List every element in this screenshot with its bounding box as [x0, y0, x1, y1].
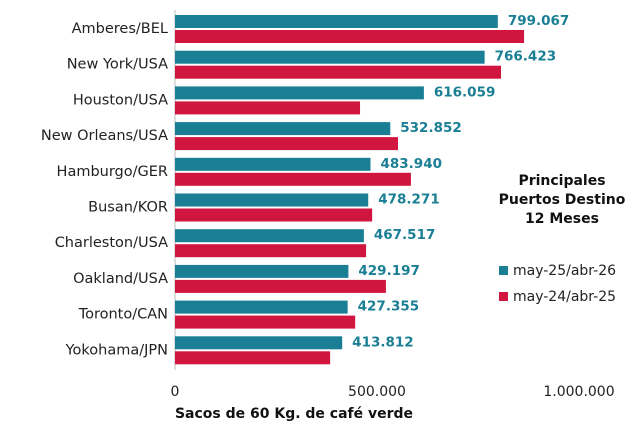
data-label: 799.067	[508, 13, 570, 29]
data-label: 427.355	[358, 299, 420, 315]
data-label: 616.059	[434, 84, 496, 100]
bar	[175, 336, 343, 350]
y-tick-label: Charleston/USA	[55, 235, 168, 251]
data-label: 478.271	[378, 192, 440, 208]
y-tick-label: Amberes/BEL	[72, 21, 168, 37]
bar	[175, 229, 364, 243]
bar	[175, 86, 424, 100]
x-axis-title: Sacos de 60 Kg. de café verde	[175, 406, 413, 422]
data-label: 413.812	[352, 334, 414, 350]
y-tick-label: Hamburgo/GER	[57, 164, 168, 180]
bar	[175, 15, 498, 28]
bar	[175, 279, 386, 293]
bar	[175, 137, 399, 151]
bar	[175, 65, 502, 79]
legend-swatch	[499, 292, 508, 301]
bar	[175, 244, 367, 258]
legend-swatch	[499, 266, 508, 275]
bar	[175, 122, 391, 136]
bar	[175, 101, 361, 115]
y-tick-label: Yokohama/JPN	[65, 342, 168, 358]
data-label: 429.197	[358, 263, 420, 279]
bar	[175, 208, 373, 222]
data-label: 532.852	[400, 120, 462, 136]
x-tick-label: 500.000	[348, 384, 406, 400]
y-tick-label: Oakland/USA	[73, 271, 168, 287]
y-tick-label: New York/USA	[67, 57, 168, 73]
bar	[175, 193, 369, 207]
bar	[175, 300, 348, 314]
x-tick-label: 1.000.000	[543, 384, 614, 400]
bar	[175, 157, 371, 171]
data-label: 483.940	[381, 156, 443, 172]
legend-label: may-25/abr-26	[513, 263, 616, 279]
data-label: 467.517	[374, 227, 436, 243]
y-tick-label: New Orleans/USA	[41, 128, 168, 144]
y-tick-label: Toronto/CAN	[78, 307, 168, 323]
y-tick-label: Houston/USA	[73, 92, 168, 108]
bar	[175, 172, 411, 186]
bar	[175, 30, 525, 43]
legend-title: Principales Puertos Destino 12 Meses	[498, 173, 626, 227]
bar	[175, 315, 356, 329]
data-label: 766.423	[495, 49, 557, 65]
x-tick-label: 0	[171, 384, 180, 400]
y-tick-label: Busan/KOR	[88, 200, 168, 216]
bar	[175, 50, 485, 64]
bar	[175, 351, 331, 365]
bar	[175, 264, 349, 278]
legend-label: may-24/abr-25	[513, 289, 616, 305]
